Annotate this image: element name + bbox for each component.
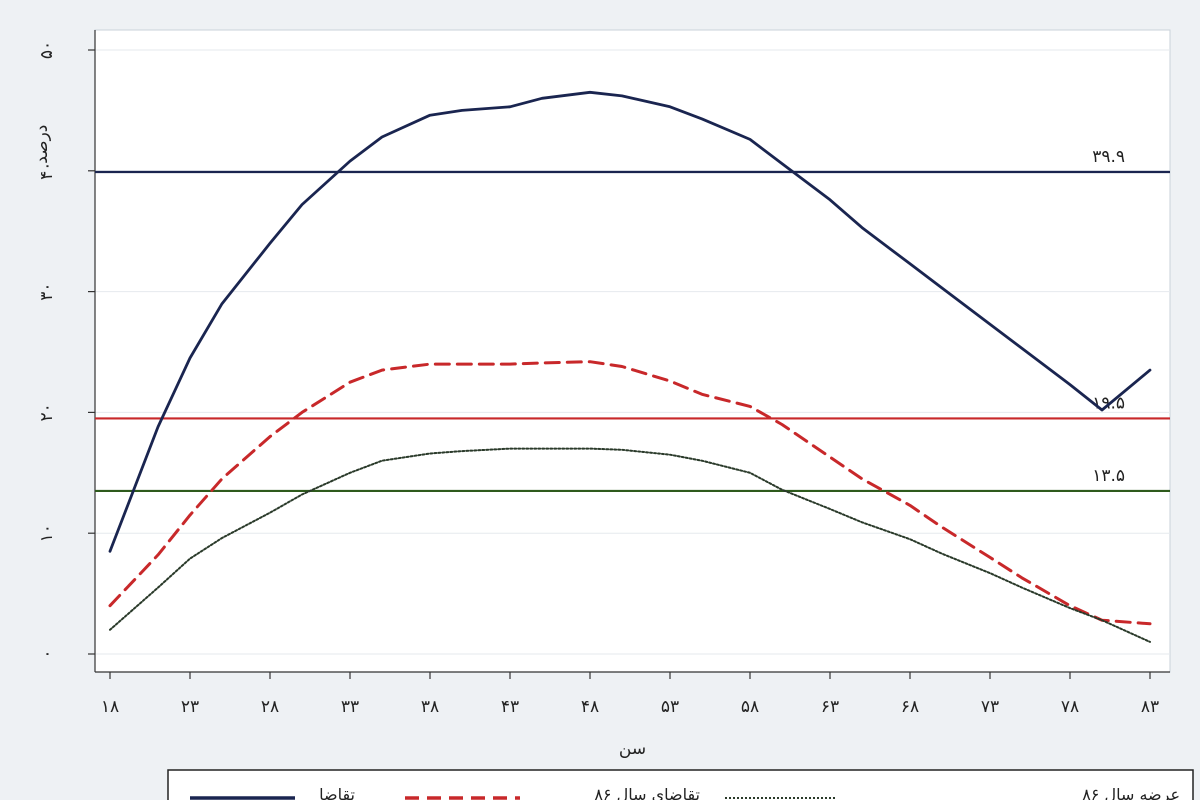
y-tick-label: ۳۰ [37, 282, 57, 300]
x-tick-label: ۵۳ [661, 697, 679, 717]
y-tick-label: ۲۰ [37, 403, 57, 421]
y-axis-title: درصد [32, 125, 52, 164]
reference-line-label: ۱۳.۵ [1092, 466, 1125, 486]
series-line-2 [108, 360, 1152, 626]
x-tick-label: ۴۳ [501, 697, 519, 717]
x-tick-label: ۷۳ [981, 697, 999, 717]
y-tick-label: ۴۰ [37, 162, 57, 180]
x-tick-label: ۱۸ [101, 697, 119, 717]
x-tick-label: ۵۸ [741, 697, 759, 717]
x-tick-label: ۶۳ [821, 697, 839, 717]
y-tick-label: ۰ [37, 649, 57, 658]
x-tick-label: ۶۸ [901, 697, 919, 717]
x-axis-title: سن [619, 739, 646, 759]
legend-label: عرضه سال ۸۶ [1082, 785, 1180, 800]
y-tick-label: ۵۰ [37, 41, 57, 59]
x-tick-label: ۲۸ [261, 697, 279, 717]
gridlines [95, 49, 1170, 655]
legend-box [167, 769, 1194, 800]
series-line-3 [109, 447, 1151, 643]
reference-line-label: ۳۹.۹ [1092, 147, 1125, 167]
x-tick-label: ۷۸ [1061, 697, 1079, 717]
x-tick-label: ۳۸ [421, 697, 439, 717]
series-line-1 [108, 90, 1152, 553]
x-tick-label: ۲۳ [181, 697, 199, 717]
y-tick-label: ۱۰ [37, 524, 57, 542]
plot-background [94, 29, 1171, 673]
x-tick-label: ۳۳ [341, 697, 359, 717]
x-tick-label: ۸۳ [1141, 697, 1159, 717]
legend-label: تقاضا [319, 785, 355, 800]
legend-label: تقاضای سال ۸۶ [594, 785, 700, 800]
axes: ۰ ۱۰ ۲۰ ۳۰ ۴۰ ۵۰ ۱۸ ۲۳ ۲۸ ۳۳ ۳۸ ۴۳ ۴۸ ۵۳ ۵۸ ۶۳ ۶۸ ۷۳ ۷۸ ۸۳ [37, 30, 1170, 717]
x-tick-label: ۴۸ [581, 697, 599, 717]
legend: تقاضا تقاضای سال ۸۶ عرضه سال ۸۶ [167, 769, 1194, 800]
series-lines [108, 90, 1152, 643]
plot-area [94, 29, 1171, 673]
